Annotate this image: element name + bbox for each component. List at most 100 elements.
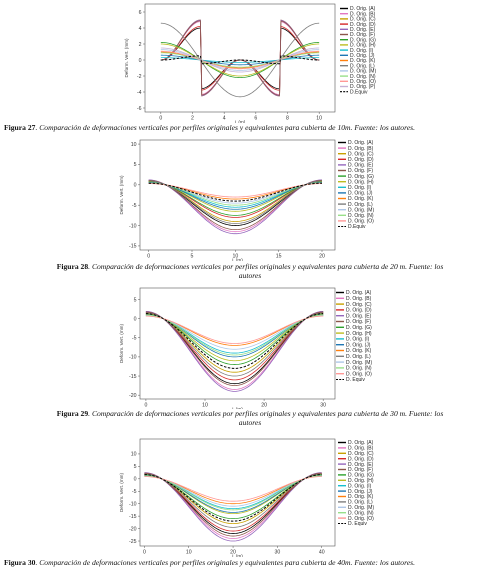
legend-label: D. Orig. (B) [350,11,376,17]
y-tick-label: 10 [131,142,137,148]
legend-label: D. Orig. (G) [350,37,376,43]
caption-label: Figura 28 [56,262,89,271]
legend-label: D. Orig. (G) [348,473,374,479]
y-tick-label: -10 [129,355,137,361]
y-tick-label: -5 [132,489,137,495]
legend-label: D. Orig. (F) [348,467,373,473]
legend-label: D. Orig. (F) [346,319,371,325]
series-line-14 [145,314,324,356]
legend-label: D. Orig. (C) [348,151,374,157]
legend-label: D. Orig. (L) [348,500,373,506]
legend-label: D. Orig. (B) [348,146,374,152]
series-line-8 [144,474,322,515]
y-tick-label: -20 [129,526,137,532]
y-tick-label: 0 [134,183,137,189]
series-line-13 [160,49,320,71]
y-tick-label: -15 [129,374,137,380]
plot-frame [144,3,336,113]
y-axis-label: Deform. Vert. (mm) [119,473,124,513]
legend-label: D. Orig. (M) [346,360,372,366]
series-line-14 [144,475,322,511]
legend-label: D. Orig. (I) [346,337,370,343]
legend-label: D. Orig. (K) [348,196,374,202]
series-line-7 [145,313,324,365]
y-axis-label: Deform. Vert. (mm) [119,324,124,364]
legend-label: D. Equiv [346,377,365,383]
x-axis-label: L (m) [232,258,243,262]
caption-label: Figura 29 [56,409,89,418]
x-tick-label: 30 [320,403,326,409]
caption-text: . Comparación de deformaciones verticale… [35,123,415,132]
legend-label: D. Orig. (C) [346,302,372,308]
legend-label: D. Orig. (H) [348,478,374,484]
series-line-16 [145,313,324,369]
y-tick-label: 0 [134,316,137,322]
series-line-16 [144,474,322,522]
series-line-6 [160,20,320,96]
series-line-11 [144,475,322,505]
x-tick-label: 2 [191,116,194,122]
y-tick-label: -25 [129,539,137,545]
y-tick-label: 5 [134,162,137,168]
series-line-10 [148,181,323,210]
plot-frame [139,438,336,547]
legend-label: D. Orig. (A) [350,6,376,12]
legend-label: D. Orig. (E) [346,313,372,319]
series-line-6 [148,179,323,231]
y-tick-label: 10 [131,452,137,458]
series-line-16 [148,182,323,202]
series-line-6 [144,472,322,537]
x-tick-label: 0 [147,254,150,260]
caption-figure-27: Figura 27. Comparación de deformaciones … [4,123,490,132]
legend-label: D. Orig. (I) [348,185,372,191]
x-tick-label: 5 [191,254,194,260]
series-line-12 [144,473,322,528]
legend-label: D. Orig. (D) [346,308,372,314]
y-tick-label: 0 [134,477,137,483]
legend-label: D. Orig. (E) [348,163,374,169]
caption-label: Figura 27 [4,123,36,132]
series-line-10 [144,475,322,513]
legend-label: D. Orig. (M) [350,69,376,75]
series-line-12 [145,312,324,377]
legend-label: D. Orig. (G) [348,174,374,180]
legend-label: D. Orig. (L) [346,354,371,360]
y-tick-label: -15 [129,244,137,250]
legend-label: D. Orig. (B) [346,296,372,302]
series-line-13 [144,475,322,507]
legend-label: D. Orig. (I) [350,48,374,54]
plot-frame [139,139,336,251]
series-line-2 [160,21,320,95]
legend-label: D. Orig. (J) [350,53,375,59]
caption-text: . Comparación de deformaciones verticale… [35,558,415,567]
legend-label: D. Orig. (M) [348,505,374,511]
series-line-13 [145,315,324,350]
legend-label: D.Equiv [348,224,366,230]
legend-label: D. Orig. (F) [348,168,373,174]
series-line-17 [160,55,320,65]
chart-figure-29: 0 10 20 30 -20 -15 -10 -5 0 5 L (m) Deform. Vert. (… [119,287,372,409]
series-line-12 [148,180,323,224]
caption-text: . Comparación de deformaciones verticale… [88,409,444,427]
series-line-10 [145,314,324,358]
y-tick-label: -5 [132,336,137,342]
legend-label: D. Orig. (E) [348,462,374,468]
x-tick-label: 20 [261,403,267,409]
caption-figure-29: Figura 29. Comparación de deformaciones … [55,409,445,427]
y-tick-label: -10 [129,501,137,507]
legend-label: D. Orig. (A) [348,140,374,146]
legend-label: D. Orig. (D) [350,22,376,28]
y-tick-label: -15 [129,514,137,520]
series-line-15 [144,476,322,502]
y-tick-label: 4 [139,26,142,32]
x-tick-label: 0 [159,116,162,122]
legend-label: D. Orig. (J) [348,489,373,495]
y-tick-label: 2 [139,42,142,48]
legend-label: D.Equiv [350,89,368,95]
legend-label: D. Orig. (M) [348,207,374,213]
series-line-5 [145,310,324,392]
legend-label: D. Orig. (C) [350,17,376,23]
series-line-15 [145,315,324,344]
y-tick-label: -5 [132,203,137,209]
